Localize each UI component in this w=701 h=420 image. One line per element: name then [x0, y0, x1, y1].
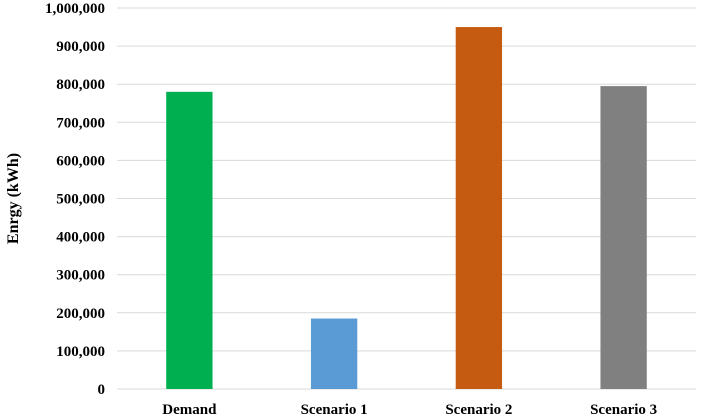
bar-scenario-1 [310, 318, 358, 389]
y-tick-label: 0 [98, 382, 106, 398]
bar-scenario-3 [600, 86, 647, 389]
x-category-label: Scenario 3 [590, 402, 657, 418]
x-category-label: Demand [162, 402, 217, 418]
y-tick-label: 1,000,000 [45, 1, 105, 17]
y-tick-label: 700,000 [56, 115, 105, 131]
x-category-label: Scenario 2 [445, 402, 512, 418]
y-tick-label: 900,000 [56, 39, 105, 55]
x-axis-category-labels: Demand Scenario 1 Scenario 2 Scenario 3 [162, 402, 657, 418]
x-category-label: Scenario 1 [301, 402, 368, 418]
gridlines [117, 7, 696, 390]
y-tick-label: 300,000 [56, 268, 105, 284]
y-tick-label: 200,000 [56, 306, 105, 322]
y-tick-label: 600,000 [56, 153, 105, 169]
y-tick-label: 100,000 [56, 344, 105, 360]
bars [166, 27, 647, 390]
bar-demand [166, 91, 213, 389]
y-tick-label: 400,000 [56, 230, 105, 246]
y-axis-title: Enrgy (kWh) [5, 153, 22, 244]
y-axis-tick-labels: 0 100,000 200,000 300,000 400,000 500,000 600,… [45, 1, 105, 398]
y-tick-label: 800,000 [56, 77, 105, 93]
y-tick-label: 500,000 [56, 192, 105, 208]
bar-scenario-2 [455, 27, 503, 390]
